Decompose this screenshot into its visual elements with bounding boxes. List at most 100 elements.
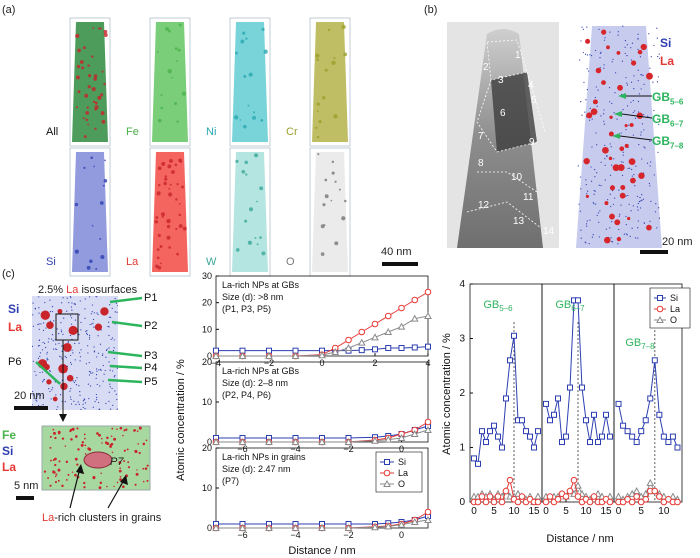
x-tick-label: −2	[343, 530, 353, 540]
x-tick-label: 5	[563, 506, 569, 517]
la-marker	[535, 499, 541, 505]
x-tick-label: 5	[638, 506, 644, 517]
y-tick-label: 0	[459, 497, 465, 508]
x-tick-label: 15	[528, 506, 540, 517]
si-marker	[608, 434, 613, 439]
o-marker	[359, 340, 365, 346]
la-marker	[634, 494, 640, 500]
subplot-size: Size (d): 2–8 nm	[222, 378, 288, 388]
subplot-frame	[542, 284, 614, 502]
si-marker	[600, 434, 605, 439]
grain-number: 7	[478, 131, 484, 142]
la-marker	[555, 496, 561, 502]
la-marker	[495, 494, 501, 500]
si-marker	[657, 412, 662, 417]
si-marker	[399, 346, 404, 351]
la-marker	[575, 494, 581, 500]
cluster-arrows	[60, 462, 140, 512]
si-marker	[488, 429, 493, 434]
si-series-line	[619, 360, 678, 447]
la-marker	[567, 488, 573, 494]
grain-number: 6	[500, 108, 506, 119]
y-axis-label: Atomic concentration / %	[175, 359, 187, 481]
si-marker	[536, 429, 541, 434]
si-marker	[552, 412, 557, 417]
si-marker	[500, 445, 505, 450]
particle-label: P6	[8, 356, 21, 368]
y-tick-label: 4	[459, 279, 465, 290]
panel-c-scalebar1	[14, 406, 48, 410]
si-marker	[604, 412, 609, 417]
si-marker	[359, 348, 364, 353]
c-legend2-fe: Fe	[2, 428, 16, 442]
si-marker	[548, 418, 553, 423]
si-marker	[670, 434, 675, 439]
c-legend-la: La	[8, 320, 22, 334]
x-tick-label: 5	[491, 506, 497, 517]
element-map-tile	[224, 144, 276, 284]
si-marker	[596, 440, 601, 445]
la-marker	[515, 499, 521, 505]
legend-label: Si	[398, 457, 406, 467]
y-tick-label: 20	[202, 443, 212, 453]
la-marker	[491, 499, 497, 505]
si-marker	[588, 440, 593, 445]
si-marker	[528, 434, 533, 439]
si-marker	[385, 460, 390, 465]
si-marker	[480, 429, 485, 434]
element-map-tile	[144, 14, 196, 154]
x-tick-label: 0	[543, 506, 549, 517]
y-tick-label: 10	[202, 483, 212, 493]
si-marker	[560, 440, 565, 445]
b-legend-si: Si	[660, 36, 671, 50]
grain-number: 9	[529, 137, 535, 148]
legend-label: Si	[670, 293, 678, 303]
element-map-label: Cr	[286, 126, 298, 138]
y-tick-label: 20	[202, 357, 212, 367]
si-marker	[476, 461, 481, 466]
si-marker	[639, 429, 644, 434]
la-marker	[571, 477, 577, 483]
la-marker	[657, 306, 663, 312]
grain-number: 12	[478, 200, 489, 211]
si-marker	[592, 412, 597, 417]
si-marker	[576, 298, 581, 303]
element-map-tile	[64, 144, 116, 284]
grain-number: 4	[528, 80, 534, 91]
c-legend2-la: La	[2, 460, 16, 474]
subplot-points: (P1, P3, P5)	[222, 304, 271, 314]
x-tick-label: 0	[471, 506, 477, 517]
x-tick-label: −2	[343, 444, 353, 454]
element-map-label: Si	[46, 256, 56, 268]
y-tick-label: 10	[202, 397, 212, 407]
panel-b-scalebar	[640, 250, 668, 254]
panel-c-scale1-label: 20 nm	[14, 390, 45, 402]
grain-number: 5	[531, 95, 537, 106]
la-marker	[385, 313, 391, 319]
la-marker	[543, 499, 549, 505]
y-tick-label: 10	[202, 324, 212, 334]
o-marker	[385, 329, 391, 335]
o-marker	[616, 494, 622, 500]
si-marker	[643, 418, 648, 423]
x-tick-label: 10	[580, 506, 592, 517]
la-marker	[412, 297, 418, 303]
subplot-title: La-rich NPs at GBs	[222, 280, 300, 290]
legend-label: O	[398, 479, 405, 489]
element-map-label: W	[206, 256, 216, 268]
grain-number: 8	[478, 158, 484, 169]
la-marker	[479, 494, 485, 500]
proximity-histograms: 0102030−4 −2 0 2 4La-rich NPs at GBsSize (d)…	[166, 270, 438, 558]
si-marker	[625, 429, 630, 434]
x-tick-label: −4	[290, 530, 300, 540]
x-tick-label: 0	[319, 358, 324, 368]
la-marker	[629, 499, 635, 505]
si-marker	[666, 440, 671, 445]
si-marker	[512, 333, 517, 338]
si-marker	[652, 358, 657, 363]
la-marker	[425, 419, 431, 425]
panel-b-scale-label: 20 nm	[662, 236, 693, 248]
gb-subplot-title: GB7–8	[625, 337, 655, 351]
si-marker	[386, 346, 391, 351]
